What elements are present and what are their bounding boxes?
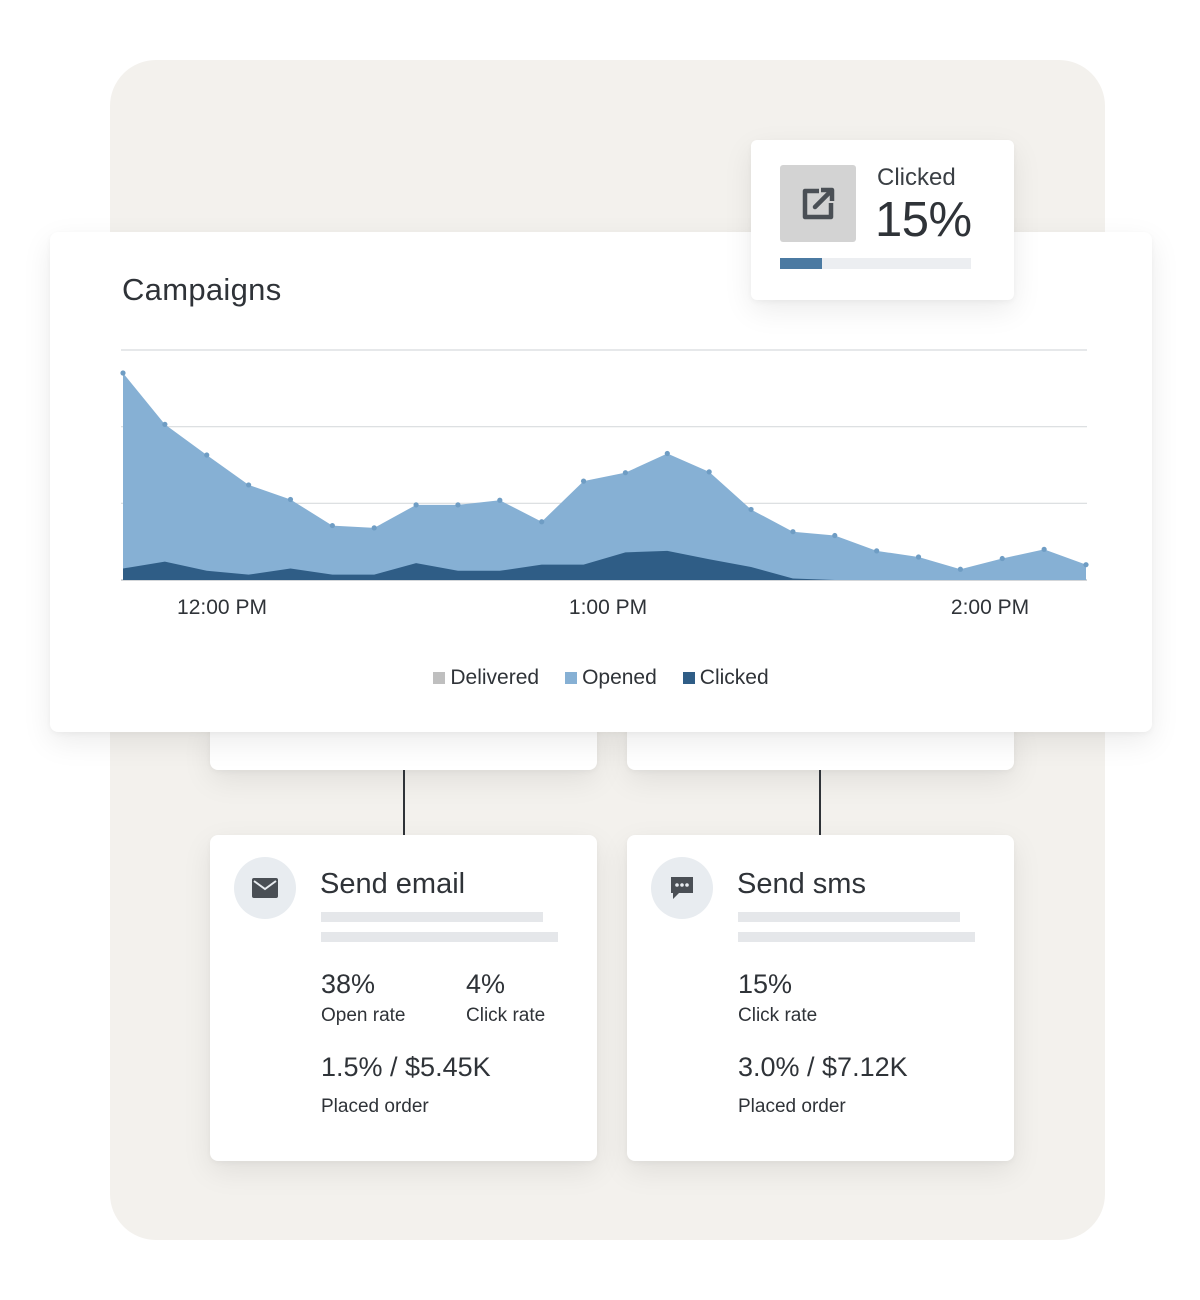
click-rate-value: 15% — [738, 969, 793, 999]
legend-label: Clicked — [699, 666, 769, 689]
data-point-opened[interactable] — [1041, 546, 1047, 552]
campaigns-chart-card: Campaigns 12:00 PM 1:00 PM 2:00 PM Deliv… — [50, 232, 1152, 732]
flow-connector-left — [403, 770, 405, 835]
placeholder-line — [321, 912, 543, 922]
placed-order-value: 1.5% / $5.45K — [321, 1052, 491, 1082]
external-link-icon — [780, 165, 856, 242]
data-point-opened[interactable] — [706, 469, 712, 475]
data-point-opened[interactable] — [371, 525, 377, 531]
data-point-opened[interactable] — [413, 502, 419, 508]
data-point-opened[interactable] — [748, 506, 754, 513]
send-email-card[interactable]: Send email 38% Open rate 4% Click rate 1… — [210, 835, 597, 1161]
card-title: Send sms — [737, 868, 866, 900]
data-point-opened[interactable] — [204, 452, 210, 458]
data-point-opened[interactable] — [915, 554, 922, 560]
chat-bubble-icon — [651, 857, 713, 919]
data-point-opened[interactable] — [999, 555, 1005, 562]
x-tick-label: 12:00 PM — [177, 596, 267, 619]
clicked-progress-bar — [780, 258, 971, 269]
data-point-opened[interactable] — [622, 470, 629, 476]
x-tick-label: 2:00 PM — [950, 596, 1030, 619]
click-rate-label: Click rate — [738, 1005, 818, 1026]
envelope-icon — [234, 857, 296, 919]
placeholder-line — [738, 932, 975, 942]
legend-swatch-clicked — [682, 672, 695, 684]
legend-swatch-delivered — [433, 672, 446, 684]
chart-title: Campaigns — [122, 272, 282, 307]
x-tick-label: 1:00 PM — [568, 596, 648, 619]
placed-order-value: 3.0% / $7.12K — [738, 1052, 908, 1082]
open-rate-label: Open rate — [321, 1005, 406, 1026]
data-point-opened[interactable] — [497, 497, 503, 503]
data-point-opened[interactable] — [329, 522, 335, 529]
legend-item-clicked[interactable]: Clicked — [682, 666, 769, 690]
data-point-opened[interactable] — [287, 496, 294, 503]
clicked-value: 15% — [875, 193, 972, 247]
placed-order-label: Placed order — [738, 1096, 846, 1117]
data-point-opened[interactable] — [246, 482, 252, 488]
data-point-opened[interactable] — [162, 421, 168, 427]
data-point-opened[interactable] — [874, 548, 880, 554]
series-area-clicked — [123, 550, 1086, 580]
clicked-label: Clicked — [877, 164, 956, 191]
clicked-progress-fill — [780, 258, 823, 269]
legend-swatch-opened — [565, 672, 578, 684]
series-area-opened — [123, 373, 1086, 580]
data-point-opened[interactable] — [539, 519, 545, 525]
campaigns-area-chart — [120, 349, 1089, 581]
data-point-opened[interactable] — [790, 529, 796, 535]
legend-label: Delivered — [450, 666, 540, 689]
click-rate-value: 4% — [466, 969, 506, 999]
legend-item-delivered[interactable]: Delivered — [433, 666, 539, 690]
clicked-stat-card: Clicked 15% — [751, 140, 1014, 300]
data-point-opened[interactable] — [957, 566, 963, 572]
placeholder-line — [738, 912, 960, 922]
chart-legend: Delivered Opened Clicked — [50, 666, 1152, 690]
data-point-opened[interactable] — [832, 532, 838, 539]
data-point-opened[interactable] — [120, 370, 126, 376]
card-title: Send email — [320, 868, 466, 900]
placeholder-line — [321, 932, 558, 942]
click-rate-label: Click rate — [466, 1005, 546, 1026]
legend-item-opened[interactable]: Opened — [565, 666, 657, 690]
data-point-opened[interactable] — [580, 478, 587, 484]
data-point-opened[interactable] — [455, 502, 461, 508]
send-sms-card[interactable]: Send sms 15% Click rate 3.0% / $7.12K Pl… — [627, 835, 1014, 1161]
legend-label: Opened — [582, 666, 657, 689]
data-point-opened[interactable] — [664, 450, 670, 457]
open-rate-value: 38% — [321, 969, 376, 999]
flow-connector-right — [819, 770, 821, 835]
data-point-opened[interactable] — [1083, 562, 1089, 568]
placed-order-label: Placed order — [321, 1096, 429, 1117]
